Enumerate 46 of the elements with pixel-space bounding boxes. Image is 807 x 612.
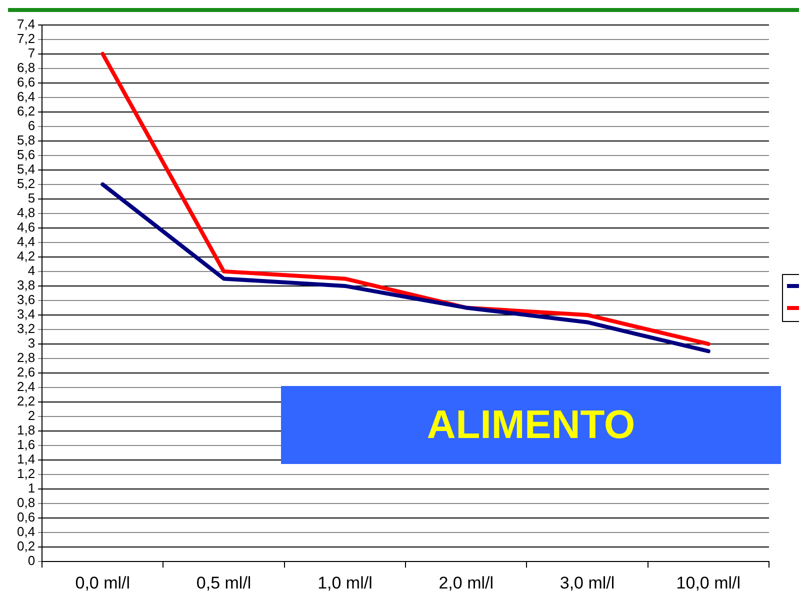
y-tick-label: 5,8 <box>16 132 36 148</box>
x-tick-label: 0,5 ml/l <box>196 573 252 592</box>
y-tick-label: 2,8 <box>16 350 36 366</box>
y-tick-label: 0,4 <box>16 524 36 540</box>
banner: ALIMENTO <box>281 386 781 464</box>
y-tick-label: 1 <box>28 480 36 496</box>
x-tick-label: 10,0 ml/l <box>676 573 741 592</box>
y-tick-label: 6,2 <box>16 103 36 118</box>
y-tick-label: 5,2 <box>16 176 36 191</box>
y-tick-label: 7,2 <box>16 30 36 46</box>
y-tick-label: 5 <box>28 190 36 206</box>
y-tick-label: 3 <box>28 336 36 351</box>
y-tick-label: 3,6 <box>16 292 36 308</box>
y-tick-label: 4,6 <box>16 219 36 234</box>
y-tick-label: 1,2 <box>16 466 36 482</box>
y-tick-label: 3,2 <box>16 321 36 336</box>
y-tick-label: 6,8 <box>16 60 36 75</box>
y-tick-label: 4 <box>28 263 36 278</box>
annotation: ALIMENTO <box>426 402 636 448</box>
y-tick-label: 3,8 <box>16 278 36 293</box>
y-tick-label: 3,4 <box>16 306 36 322</box>
y-tick-label: 4,4 <box>16 234 36 249</box>
y-tick-label: 5,6 <box>16 146 36 162</box>
y-tick-label: 7 <box>28 45 36 60</box>
y-tick-label: 0,8 <box>16 495 36 510</box>
y-tick-label: 1,6 <box>16 437 36 452</box>
y-tick-label: 0,6 <box>16 510 36 525</box>
y-tick-label: 2,6 <box>16 364 36 380</box>
y-tick-label: 2,4 <box>16 379 36 394</box>
y-tick-label: 6,6 <box>16 74 36 90</box>
y-tick-label: 0 <box>28 553 36 568</box>
y-tick-label: 0,2 <box>16 538 36 554</box>
x-tick-label: 0,0 ml/l <box>75 573 130 592</box>
y-tick-label: 6 <box>28 118 36 133</box>
y-tick-label: 6,4 <box>16 88 36 104</box>
y-tick-label: 5,4 <box>16 161 36 176</box>
y-tick-label: 4,2 <box>16 248 36 264</box>
y-tick-label: 1,8 <box>16 422 36 438</box>
x-tick-label: 1,0 ml/l <box>318 573 372 592</box>
y-tick-label: 1,4 <box>16 452 36 467</box>
y-tick-label: 2 <box>28 408 36 424</box>
y-tick-label: 2,2 <box>16 394 36 409</box>
x-tick-label: 3,0 ml/l <box>560 573 615 592</box>
x-tick-label: 2,0 ml/l <box>438 573 494 592</box>
y-tick-label: 7,4 <box>16 16 36 32</box>
y-tick-label: 4,8 <box>16 204 36 220</box>
